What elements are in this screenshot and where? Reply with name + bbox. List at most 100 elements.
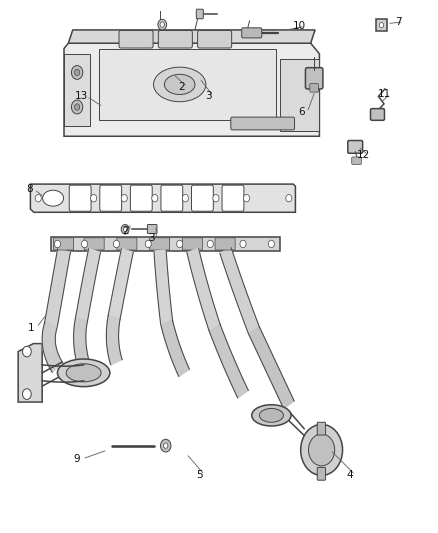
Text: 13: 13 [75,91,88,101]
Polygon shape [187,248,220,330]
Polygon shape [249,327,294,408]
Text: 3: 3 [148,233,155,244]
Circle shape [35,195,41,202]
FancyBboxPatch shape [215,238,235,250]
Circle shape [74,69,80,76]
Text: 7: 7 [395,17,401,27]
FancyBboxPatch shape [305,68,323,89]
Polygon shape [64,43,319,136]
Circle shape [22,346,31,357]
Circle shape [152,195,158,202]
Polygon shape [280,59,319,131]
Circle shape [379,22,384,28]
Polygon shape [74,318,89,367]
Ellipse shape [57,359,110,386]
Text: 2: 2 [122,226,128,236]
FancyBboxPatch shape [196,9,203,19]
FancyBboxPatch shape [231,117,294,130]
Circle shape [268,240,275,248]
Circle shape [113,240,120,248]
Ellipse shape [42,190,64,206]
FancyBboxPatch shape [222,185,244,211]
Circle shape [71,66,83,79]
Ellipse shape [66,364,101,382]
FancyBboxPatch shape [117,238,137,250]
Circle shape [71,100,83,114]
Circle shape [240,240,246,248]
Text: 4: 4 [346,470,353,480]
Polygon shape [99,49,276,120]
Circle shape [124,227,127,231]
Circle shape [160,439,171,452]
Polygon shape [18,344,42,402]
FancyBboxPatch shape [69,185,91,211]
Text: 9: 9 [74,454,81,464]
Text: 1: 1 [28,322,35,333]
Circle shape [207,240,213,248]
FancyBboxPatch shape [191,185,213,211]
Circle shape [177,240,183,248]
FancyBboxPatch shape [148,224,157,233]
Circle shape [121,224,129,234]
Text: 11: 11 [378,88,392,99]
Polygon shape [220,248,259,334]
Circle shape [244,195,250,202]
Ellipse shape [153,67,206,102]
Polygon shape [161,320,189,376]
Text: 6: 6 [299,107,305,117]
Text: 2: 2 [179,82,185,92]
FancyBboxPatch shape [182,238,202,250]
FancyBboxPatch shape [84,238,104,250]
Circle shape [182,195,188,202]
FancyBboxPatch shape [198,30,232,48]
Circle shape [81,240,88,248]
Polygon shape [209,325,248,398]
FancyBboxPatch shape [158,30,192,48]
Circle shape [160,22,164,27]
Circle shape [54,240,60,248]
Text: 5: 5 [196,470,203,480]
FancyBboxPatch shape [150,238,170,250]
Ellipse shape [252,405,291,426]
FancyBboxPatch shape [310,84,318,92]
FancyBboxPatch shape [161,185,183,211]
Polygon shape [42,322,63,372]
FancyBboxPatch shape [100,185,122,211]
Polygon shape [75,249,100,321]
Circle shape [300,424,343,475]
Circle shape [163,443,168,448]
FancyBboxPatch shape [348,141,363,154]
Text: 10: 10 [293,21,306,31]
FancyBboxPatch shape [371,109,385,120]
Text: 3: 3 [205,91,212,101]
Polygon shape [64,54,90,126]
FancyBboxPatch shape [119,30,153,48]
Circle shape [74,104,80,110]
Circle shape [158,19,166,30]
Polygon shape [106,316,122,365]
Text: 8: 8 [26,184,32,195]
FancyBboxPatch shape [376,19,387,31]
Polygon shape [154,250,173,324]
FancyBboxPatch shape [352,157,361,165]
Ellipse shape [259,408,283,422]
Circle shape [22,389,31,399]
Polygon shape [68,30,315,43]
FancyBboxPatch shape [317,467,325,480]
Circle shape [121,195,127,202]
Circle shape [145,240,151,248]
Polygon shape [30,184,295,212]
Polygon shape [51,237,280,251]
Circle shape [91,195,97,202]
FancyBboxPatch shape [317,422,325,435]
FancyBboxPatch shape [242,28,262,38]
Polygon shape [45,249,71,327]
Ellipse shape [164,74,195,94]
Polygon shape [108,249,133,319]
FancyBboxPatch shape [53,238,74,250]
Circle shape [213,195,219,202]
FancyBboxPatch shape [131,185,152,211]
Circle shape [308,434,335,466]
Text: 12: 12 [357,150,370,160]
Circle shape [286,195,292,202]
